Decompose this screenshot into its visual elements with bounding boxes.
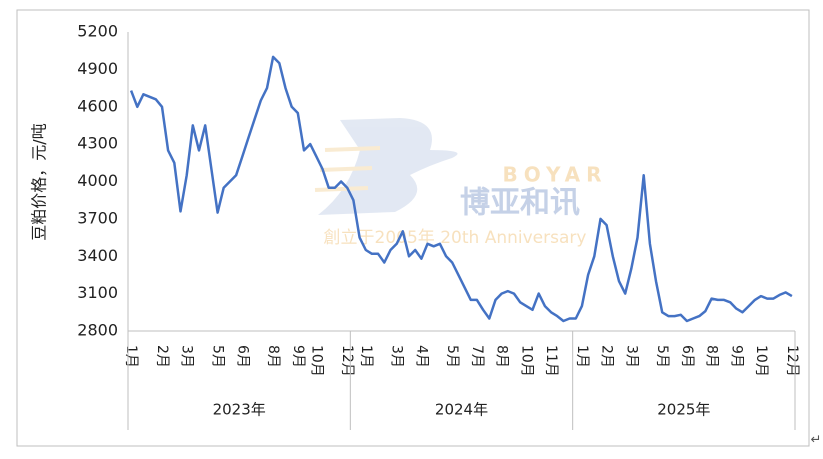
- x-tick-label: 5月: [210, 345, 226, 368]
- x-tick-label: 1月: [574, 345, 590, 368]
- x-tick-label: 1月: [358, 345, 374, 368]
- x-tick-label: 8月: [265, 345, 281, 368]
- x-tick-label: 12月: [784, 345, 800, 377]
- x-tick-label: 3月: [389, 345, 405, 368]
- paragraph-mark: ↵: [811, 433, 822, 448]
- chart-frame: [16, 9, 810, 447]
- x-tick-label: 5月: [444, 345, 460, 368]
- x-tick-label: 6月: [679, 345, 695, 368]
- y-tick-label: 2800: [77, 321, 118, 340]
- x-tick-label: 3月: [623, 345, 639, 368]
- x-tick-label: 11月: [543, 345, 559, 377]
- watermark-brand: BOYAR: [503, 163, 608, 187]
- x-tick-label: 7月: [469, 345, 485, 368]
- watermark-name: 博亚和讯: [460, 186, 580, 221]
- x-tick-label: 4月: [413, 345, 429, 368]
- x-tick-label: 8月: [494, 345, 510, 368]
- y-tick-label: 4900: [77, 59, 118, 78]
- price-line: [129, 55, 793, 323]
- y-tick-label: 4300: [77, 134, 118, 153]
- x-tick-label: 1月: [123, 345, 139, 368]
- group-label: 2024年: [435, 401, 488, 419]
- x-tick-label: 9月: [290, 345, 306, 368]
- x-tick-label: 3月: [179, 345, 195, 368]
- group-label: 2025年: [657, 401, 710, 419]
- x-tick-label: 2月: [599, 345, 615, 368]
- y-tick-label: 4600: [77, 96, 118, 115]
- x-tick-label: 6月: [234, 345, 250, 368]
- y-tick-label: 5200: [77, 22, 118, 41]
- y-tick-label: 3100: [77, 283, 118, 302]
- y-tick-label: 3700: [77, 208, 118, 227]
- y-axis-label: 豆粕价格，元/吨: [30, 123, 49, 240]
- watermark-logo: [314, 118, 458, 215]
- x-tick-label: 10月: [753, 345, 769, 377]
- x-tick-label: 10月: [518, 345, 534, 377]
- x-tick-label: 8月: [704, 345, 720, 368]
- y-tick-label: 4000: [77, 171, 118, 190]
- x-tick-label: 12月: [339, 345, 355, 377]
- watermark-slogan: 創立于2005年 20th Anniversary: [324, 228, 587, 248]
- group-label: 2023年: [213, 401, 266, 419]
- y-tick-label: 3400: [77, 246, 118, 265]
- x-tick-label: 10月: [308, 345, 324, 377]
- x-tick-label: 9月: [728, 345, 744, 368]
- x-tick-label: 5月: [654, 345, 670, 368]
- x-tick-label: 2月: [154, 345, 170, 368]
